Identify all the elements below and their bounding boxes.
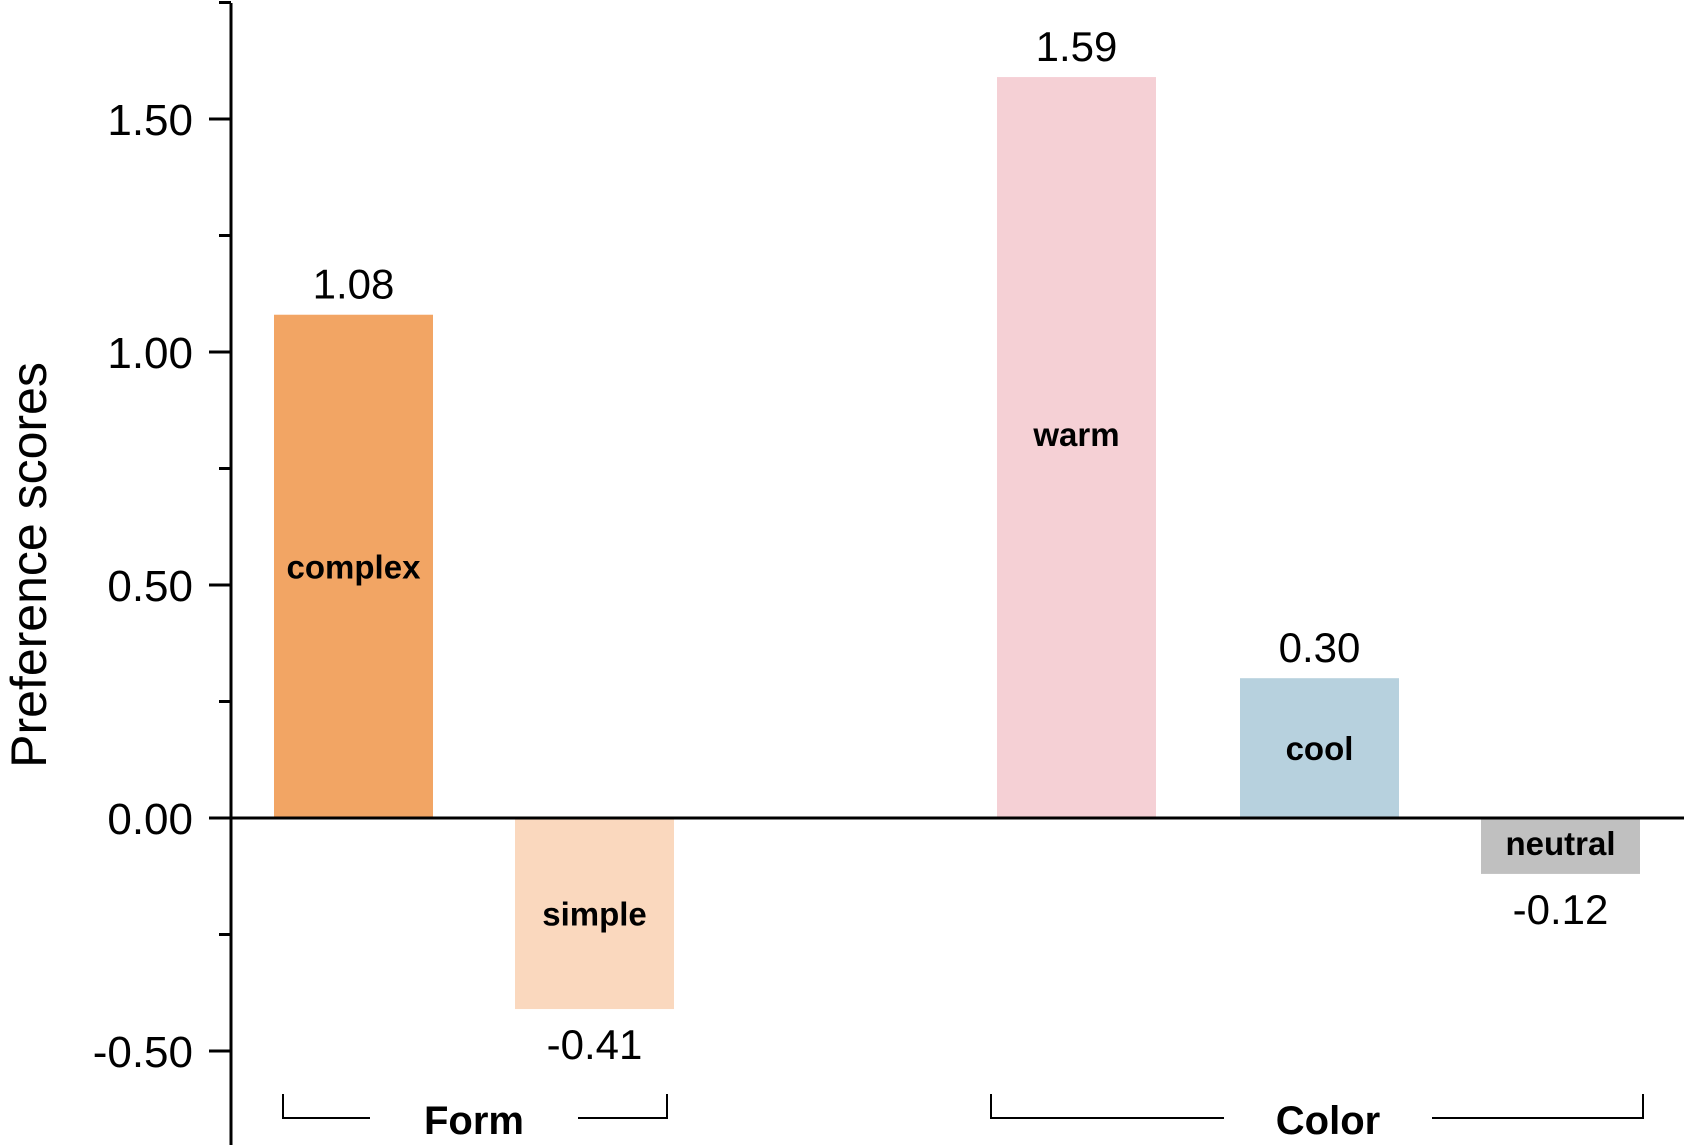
groups-layer: Form Color xyxy=(282,1094,1644,1143)
bar-warm xyxy=(997,77,1156,818)
bar-category-label-warm: warm xyxy=(1032,416,1119,453)
labels-layer: 1.08 complex -0.41 simple 1.59 warm 0.30 cool -0… xyxy=(287,23,1616,1068)
value-label-warm: 1.59 xyxy=(1036,23,1118,70)
value-label-neutral: -0.12 xyxy=(1513,886,1609,933)
group-label-color: Color xyxy=(1276,1099,1380,1143)
bar-category-label-simple: simple xyxy=(542,896,647,933)
y-tick-label: 1.50 xyxy=(107,96,193,145)
y-tick-label: 1.00 xyxy=(107,329,193,378)
y-tick-label: 0.50 xyxy=(107,562,193,611)
value-label-simple: -0.41 xyxy=(547,1021,643,1068)
bar-category-label-neutral: neutral xyxy=(1505,825,1615,862)
y-tick-label: 0.00 xyxy=(107,795,193,844)
bars-layer xyxy=(274,77,1640,1010)
bar-neutral xyxy=(1481,818,1640,874)
axes-layer: -0.50 0.00 0.50 1.00 1.50 xyxy=(93,1,1684,1145)
bar-complex xyxy=(274,314,433,818)
group-bracket-form xyxy=(282,1094,668,1119)
y-axis-title: Preference scores xyxy=(1,362,57,768)
bar-category-label-complex: complex xyxy=(287,548,422,585)
value-label-cool: 0.30 xyxy=(1279,624,1361,671)
group-label-form: Form xyxy=(424,1099,524,1143)
value-label-complex: 1.08 xyxy=(313,261,395,308)
bar-simple xyxy=(515,818,674,1010)
y-tick-label: -0.50 xyxy=(93,1028,193,1077)
bar-cool xyxy=(1240,678,1399,818)
group-bracket-color xyxy=(990,1094,1644,1119)
bar-category-label-cool: cool xyxy=(1286,730,1354,767)
